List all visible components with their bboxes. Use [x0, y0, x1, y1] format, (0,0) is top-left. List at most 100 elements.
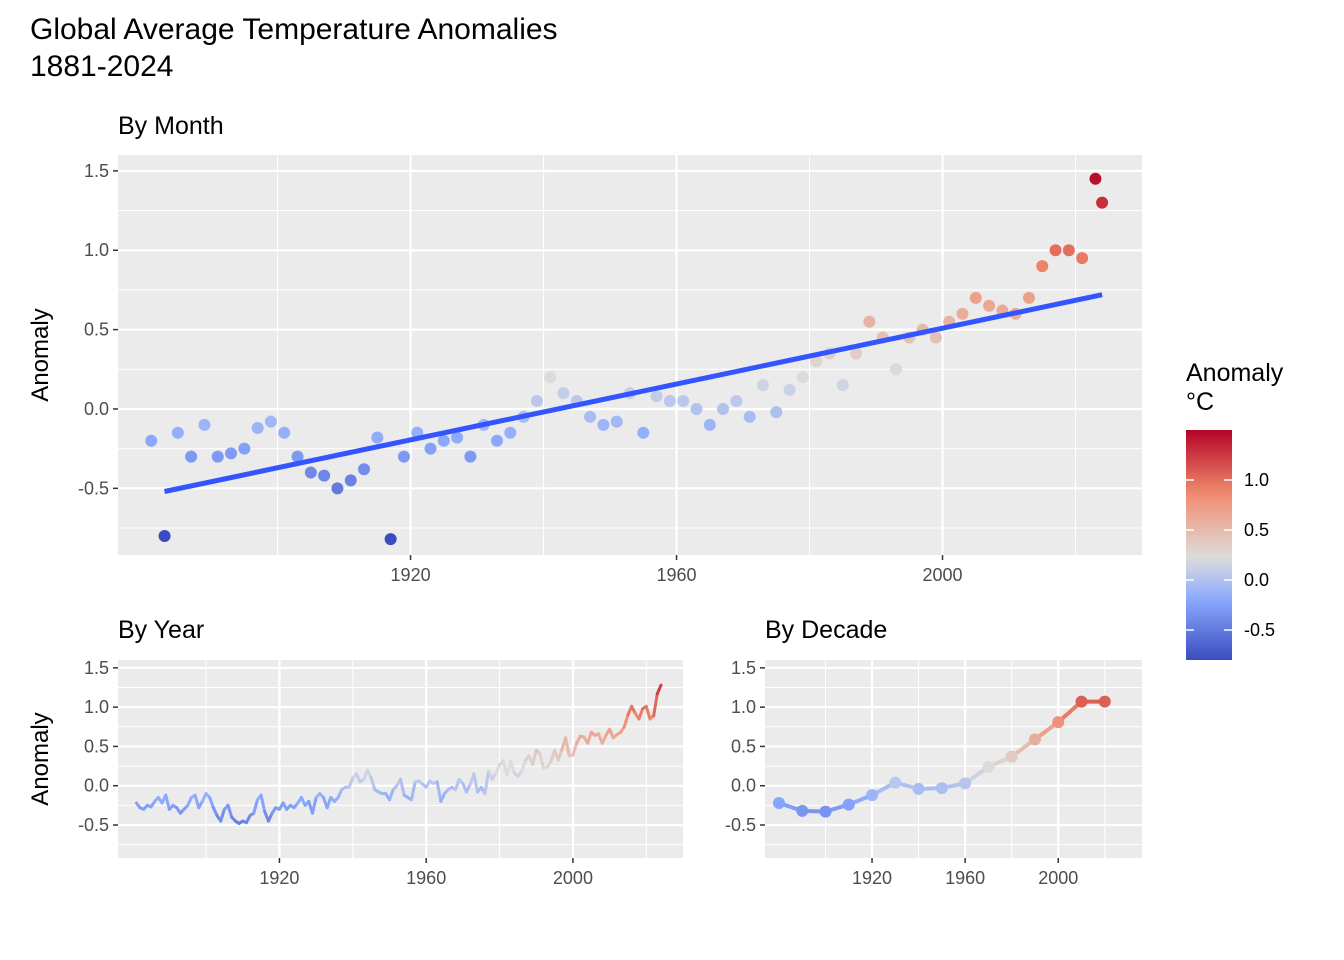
panel-background: [765, 660, 1142, 858]
data-point: [772, 797, 785, 809]
figure-title-line2: 1881-2024: [30, 50, 173, 83]
legend-title-line1: Anomaly: [1186, 359, 1284, 387]
data-point: [397, 450, 410, 463]
data-point: [1036, 260, 1049, 273]
data-point: [278, 426, 291, 439]
data-point: [424, 442, 437, 455]
data-point: [371, 431, 384, 444]
data-point: [464, 450, 477, 463]
series-line-segment: [252, 798, 259, 815]
data-point: [530, 395, 543, 408]
x-tick-label: 2000: [1038, 868, 1078, 888]
colorbar-label: 0.0: [1244, 570, 1269, 590]
data-point: [597, 418, 610, 431]
panel-by-month: -0.5 0.0 0.5 1.0 1.5 1920 1960 2000 By Month Anom…: [27, 112, 1142, 585]
data-point: [836, 379, 849, 392]
x-tick-label: 2000: [922, 565, 962, 585]
colorbar: [1186, 430, 1232, 660]
data-point: [318, 469, 331, 482]
data-point: [796, 804, 809, 817]
data-point: [982, 760, 995, 773]
panel-title: By Decade: [765, 616, 887, 644]
data-point: [783, 383, 796, 396]
series-line-segment: [483, 770, 491, 796]
series-line-segment: [472, 772, 480, 794]
x-tick-label: 1920: [259, 868, 299, 888]
series-line-segment: [556, 748, 564, 762]
data-point: [810, 355, 823, 368]
y-tick-label: 1.5: [84, 658, 109, 678]
panel-title: By Month: [118, 112, 224, 140]
y-tick-label: 1.5: [731, 658, 756, 678]
series-line-segment: [310, 796, 318, 815]
data-point: [1096, 196, 1109, 209]
series-line-segment: [586, 730, 593, 745]
series-line-segment: [622, 713, 630, 729]
data-point: [863, 315, 876, 328]
y-tick-label: 0.0: [731, 776, 756, 796]
data-point: [451, 431, 464, 444]
series-line-segment: [387, 788, 395, 802]
data-point: [929, 331, 942, 344]
y-tick-label: -0.5: [78, 815, 109, 835]
y-tick-label: 1.0: [731, 697, 756, 717]
panel-by-year: -0.5 0.0 0.5 1.0 1.5 1920 1960 2000 By Year Anoma…: [27, 616, 683, 888]
data-point: [544, 371, 557, 384]
data-point: [637, 426, 650, 439]
series-line-segment: [531, 748, 538, 766]
x-tick-label: 1960: [945, 868, 985, 888]
data-point: [610, 415, 623, 428]
data-point: [384, 533, 397, 546]
x-tick-label: 1960: [657, 565, 697, 585]
data-point: [889, 363, 902, 376]
data-point: [504, 426, 517, 439]
data-point: [866, 789, 879, 802]
panels: -0.5 0.0 0.5 1.0 1.5 1920 1960 2000 By Month Anom…: [27, 112, 1142, 888]
colorbar-label: 0.5: [1244, 520, 1269, 540]
x-tick-label: 1920: [852, 868, 892, 888]
series-line-segment: [164, 793, 171, 811]
series-line-segment: [454, 777, 461, 792]
data-point: [796, 371, 809, 384]
data-point: [912, 782, 925, 795]
series-line-segment: [259, 793, 267, 814]
data-point: [171, 426, 184, 439]
data-point: [717, 402, 730, 415]
y-tick-label: 0.0: [84, 776, 109, 796]
data-point: [1076, 252, 1089, 265]
data-point: [344, 474, 357, 487]
data-point: [1062, 244, 1075, 257]
series-line-segment: [325, 796, 333, 810]
series-line-segment: [435, 780, 443, 803]
series-line-segment: [520, 759, 527, 774]
colorbar-label: 1.0: [1244, 470, 1269, 490]
data-point: [959, 777, 972, 790]
y-tick-label: 0.0: [84, 399, 109, 419]
series-line-segment: [538, 752, 546, 770]
data-point: [225, 447, 238, 460]
panel-by-decade: -0.5 0.0 0.5 1.0 1.5 1920 1960 2000 By Decade: [725, 616, 1142, 888]
series-line-segment: [564, 736, 571, 758]
data-point: [677, 395, 690, 408]
data-point: [1052, 716, 1065, 729]
data-point: [1089, 172, 1102, 185]
data-point: [663, 395, 676, 408]
data-point: [743, 410, 756, 423]
y-tick-label: 1.5: [84, 161, 109, 181]
data-point: [889, 776, 902, 789]
data-point: [983, 299, 996, 312]
y-tick-label: -0.5: [78, 478, 109, 498]
series-line-segment: [644, 704, 652, 721]
data-point: [956, 307, 969, 320]
x-tick-label: 1960: [406, 868, 446, 888]
data-point: [185, 450, 198, 463]
data-point: [304, 466, 317, 479]
series-line-segment: [652, 692, 659, 718]
data-point: [264, 415, 277, 428]
data-point: [650, 390, 663, 403]
y-tick-label: 1.0: [84, 697, 109, 717]
data-point: [331, 482, 344, 495]
data-point: [935, 782, 948, 795]
data-point: [1098, 695, 1111, 708]
panel-title: By Year: [118, 616, 204, 644]
